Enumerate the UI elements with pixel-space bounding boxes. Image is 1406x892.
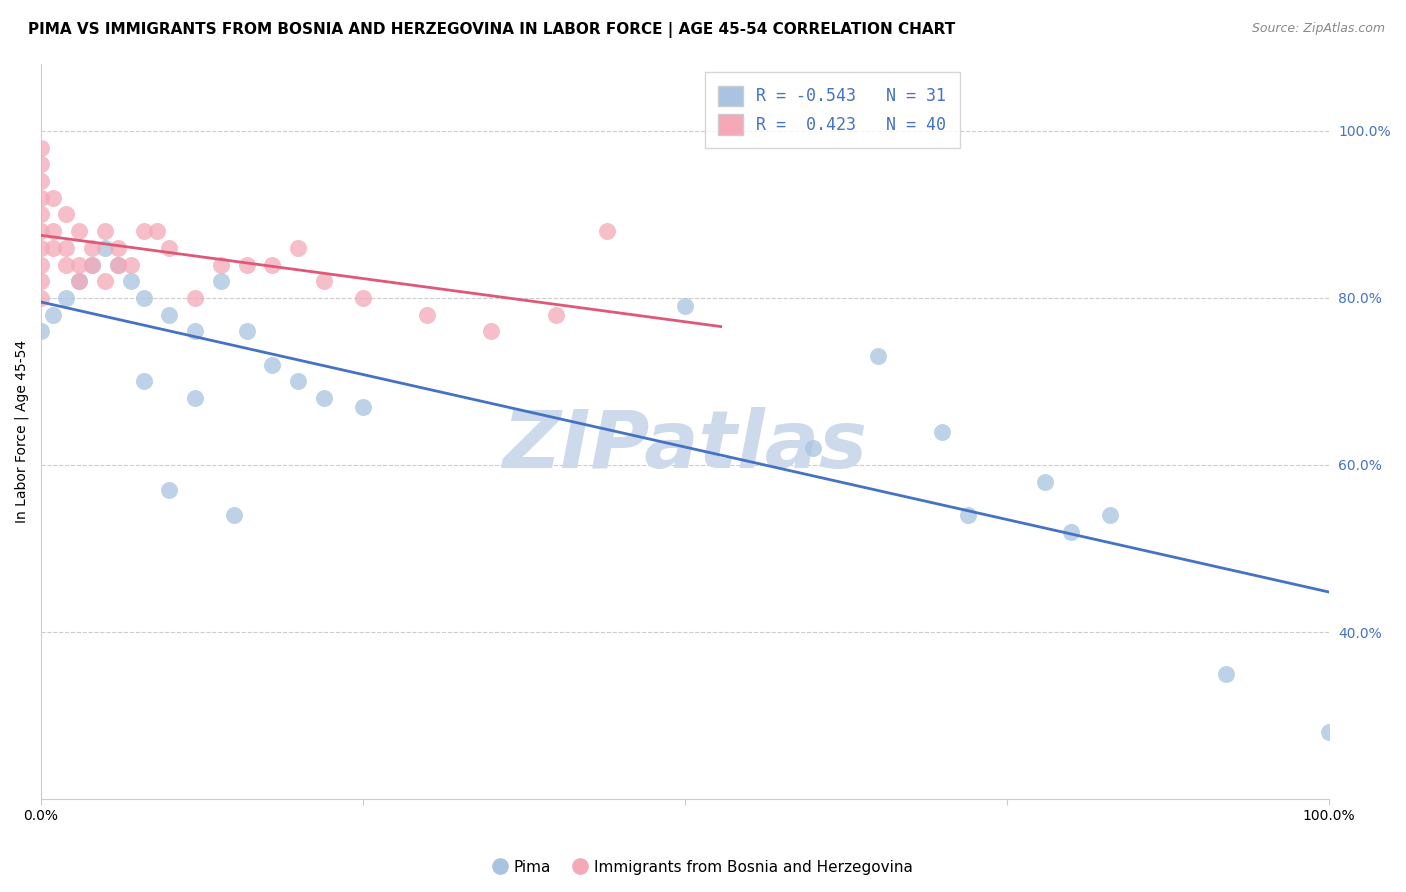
Point (132, 224, 155, 238)
Point (222, 508, 245, 522)
Point (184, 391, 207, 405)
Legend: R = -0.543   N = 31, R =  0.423   N = 40: R = -0.543 N = 31, R = 0.423 N = 40 (704, 72, 960, 148)
Point (235, 258, 257, 272)
Point (544, 308, 567, 322)
Point (956, 508, 979, 522)
Point (481, 324, 503, 338)
Point (67, 274, 90, 288)
Point (209, 274, 232, 288)
Point (67, 274, 90, 288)
Point (1215, 666, 1237, 681)
Point (287, 375, 309, 389)
Point (42, 308, 65, 322)
Point (145, 224, 167, 238)
Point (30, 224, 52, 238)
Point (596, 224, 619, 238)
Point (67, 258, 90, 272)
Point (30, 157, 52, 171)
Point (30, 140, 52, 154)
Legend: Pima, Immigrants from Bosnia and Herzegovina: Pima, Immigrants from Bosnia and Herzego… (489, 855, 917, 880)
Point (1098, 508, 1121, 522)
Point (352, 400, 374, 414)
Point (42, 241, 65, 255)
Point (30, 174, 52, 188)
Point (287, 241, 309, 255)
Point (30, 207, 52, 221)
Point (55, 291, 77, 305)
Point (94, 274, 117, 288)
Point (931, 425, 953, 439)
Point (120, 274, 142, 288)
Point (132, 291, 155, 305)
Point (132, 375, 155, 389)
Point (157, 241, 180, 255)
Point (30, 191, 52, 205)
Point (107, 241, 129, 255)
Point (30, 291, 52, 305)
Point (157, 483, 180, 497)
Point (67, 224, 90, 238)
Text: ZIPatlas: ZIPatlas (502, 408, 868, 485)
Point (82, 258, 104, 272)
Point (107, 258, 129, 272)
Point (30, 274, 52, 288)
Point (673, 299, 696, 313)
Point (866, 350, 889, 364)
Point (55, 207, 77, 221)
Point (184, 291, 207, 305)
Point (157, 308, 180, 322)
Point (312, 391, 335, 405)
Point (184, 324, 207, 338)
Point (82, 241, 104, 255)
Point (30, 241, 52, 255)
Text: Source: ZipAtlas.com: Source: ZipAtlas.com (1251, 22, 1385, 36)
Point (803, 442, 825, 456)
Point (42, 224, 65, 238)
Y-axis label: In Labor Force | Age 45-54: In Labor Force | Age 45-54 (15, 340, 30, 523)
Point (262, 358, 284, 372)
Point (30, 324, 52, 338)
Point (1033, 475, 1056, 489)
Point (107, 258, 129, 272)
Text: PIMA VS IMMIGRANTS FROM BOSNIA AND HERZEGOVINA IN LABOR FORCE | AGE 45-54 CORREL: PIMA VS IMMIGRANTS FROM BOSNIA AND HERZE… (28, 22, 955, 38)
Point (262, 258, 284, 272)
Point (42, 191, 65, 205)
Point (235, 324, 257, 338)
Point (209, 258, 232, 272)
Point (120, 258, 142, 272)
Point (30, 258, 52, 272)
Point (55, 258, 77, 272)
Point (82, 258, 104, 272)
Point (352, 291, 374, 305)
Point (94, 241, 117, 255)
Point (94, 224, 117, 238)
Point (55, 241, 77, 255)
Point (416, 308, 439, 322)
Point (1060, 524, 1083, 539)
Point (1317, 725, 1340, 739)
Point (312, 274, 335, 288)
